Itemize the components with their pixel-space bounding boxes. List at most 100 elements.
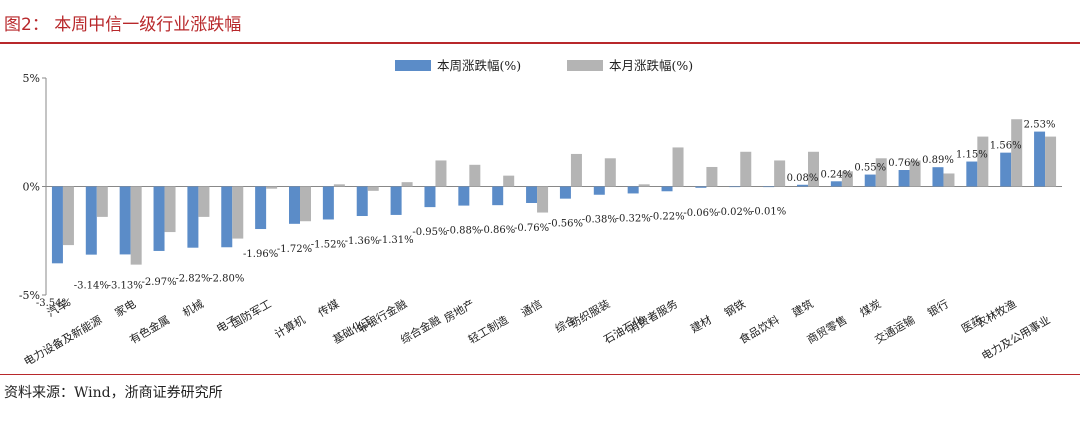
legend-item-week-swatch <box>395 60 431 71</box>
bar-month <box>638 184 650 187</box>
bar-month <box>977 136 989 187</box>
data-label: -1.52% <box>311 239 346 250</box>
bar-month <box>96 186 108 217</box>
category-label: 食品饮料 <box>737 312 782 346</box>
bar-month <box>62 186 74 246</box>
bar-month <box>909 160 921 187</box>
y-tick-label: 0% <box>23 181 40 194</box>
data-label: -0.76% <box>514 223 549 234</box>
data-label: -0.32% <box>616 213 651 224</box>
category-label: 钢铁 <box>722 297 748 319</box>
data-label: -1.96% <box>243 249 278 260</box>
bar-week <box>661 186 673 192</box>
bar-week <box>593 186 605 195</box>
bar-week <box>119 186 131 255</box>
bar-month <box>672 147 684 187</box>
category-label: 电力设备及新能源 <box>21 312 104 368</box>
category-label: 商贸零售 <box>804 312 849 346</box>
bar-week <box>187 186 199 248</box>
bar-week <box>221 186 233 248</box>
category-label: 综合金融 <box>398 312 443 346</box>
data-label: -0.02% <box>717 207 752 218</box>
category-label: 农林牧渔 <box>974 296 1019 330</box>
chart-category-labels: 汽车电力设备及新能源家电有色金属机械电子国防军工计算机传媒基础化工非银行金融综合… <box>21 296 1052 368</box>
bar-week <box>390 186 402 215</box>
category-label: 银行 <box>925 296 951 319</box>
data-label: 0.24% <box>820 169 852 180</box>
bar-month <box>367 186 379 191</box>
data-label: -0.01% <box>751 207 786 218</box>
bar-week <box>898 170 910 187</box>
bar-week <box>830 181 842 187</box>
bar-month <box>604 158 616 187</box>
top-rule <box>0 42 1080 44</box>
data-label: 2.53% <box>1024 120 1056 131</box>
bar-week <box>85 186 97 255</box>
chart-axes: -5% 0% 5% <box>19 72 1062 302</box>
category-label: 交通运输 <box>872 312 917 346</box>
bar-month <box>1011 119 1023 187</box>
y-tick-label: 5% <box>23 72 40 85</box>
bar-week <box>559 186 571 199</box>
bar-month <box>130 186 142 265</box>
bar-week <box>424 186 436 208</box>
data-label: 1.15% <box>956 150 988 161</box>
bottom-rule <box>0 374 1080 375</box>
bar-week <box>492 186 504 206</box>
data-label: 0.89% <box>922 155 954 166</box>
data-label: -0.56% <box>548 219 583 230</box>
data-label: -2.82% <box>175 274 210 285</box>
data-label: -3.54% <box>36 298 71 309</box>
bar-week <box>966 161 978 187</box>
figure-title: 图2： 本周中信一级行业涨跌幅 <box>4 15 242 35</box>
data-label: 0.76% <box>888 158 920 169</box>
y-tick-label: -5% <box>19 289 40 302</box>
bar-week <box>322 186 334 220</box>
bar-month <box>570 153 582 187</box>
bar-month <box>333 184 345 187</box>
category-label: 家电 <box>112 296 138 319</box>
bar-month <box>401 182 413 187</box>
bar-week <box>1000 152 1012 187</box>
category-label: 机械 <box>180 296 206 319</box>
bar-week <box>763 186 775 188</box>
chart-legend: 本周涨跌幅(%) 本月涨跌幅(%) <box>395 58 693 73</box>
bar-month <box>740 151 752 187</box>
category-label: 纺织服装 <box>567 296 612 330</box>
data-label: -2.97% <box>141 277 176 288</box>
bar-week <box>458 186 470 206</box>
bar-week <box>255 186 267 230</box>
bar-week <box>289 186 300 224</box>
bar-chart: 本周涨跌幅(%) 本月涨跌幅(%) -5% 0% 5% -3.54%-3.14%-3.… <box>19 58 1062 369</box>
bar-month <box>266 186 278 189</box>
category-label: 计算机 <box>272 312 308 341</box>
category-label: 国防军工 <box>229 296 274 330</box>
legend-item-week-label: 本周涨跌幅(%) <box>437 58 521 73</box>
legend-item-month-swatch <box>567 60 603 71</box>
bar-month <box>232 186 244 239</box>
bar-week <box>932 167 944 187</box>
data-label: -3.14% <box>74 281 109 292</box>
legend-item-month-label: 本月涨跌幅(%) <box>609 58 693 73</box>
bar-month <box>808 151 819 187</box>
category-label: 房地产 <box>441 296 477 325</box>
bar-week <box>51 186 63 264</box>
bar-month <box>706 166 718 187</box>
category-label: 通信 <box>519 297 545 319</box>
figure-header: 图2： 本周中信一级行业涨跌幅 <box>0 0 1080 44</box>
category-label: 传媒 <box>316 297 342 319</box>
bar-week <box>153 186 165 251</box>
bar-week <box>356 186 368 217</box>
data-label: 0.08% <box>787 173 819 184</box>
data-label: -1.36% <box>345 236 380 247</box>
chart-bars <box>51 119 1057 265</box>
bar-month <box>198 186 210 217</box>
bar-month <box>435 160 447 187</box>
category-label: 有色金属 <box>127 312 172 346</box>
data-label: -1.72% <box>277 244 312 255</box>
bar-week <box>1034 131 1046 187</box>
source-note: 资料来源：Wind，浙商证券研究所 <box>4 385 223 401</box>
bar-month <box>943 173 955 187</box>
category-label: 建筑 <box>789 296 815 319</box>
bar-month <box>300 186 311 222</box>
